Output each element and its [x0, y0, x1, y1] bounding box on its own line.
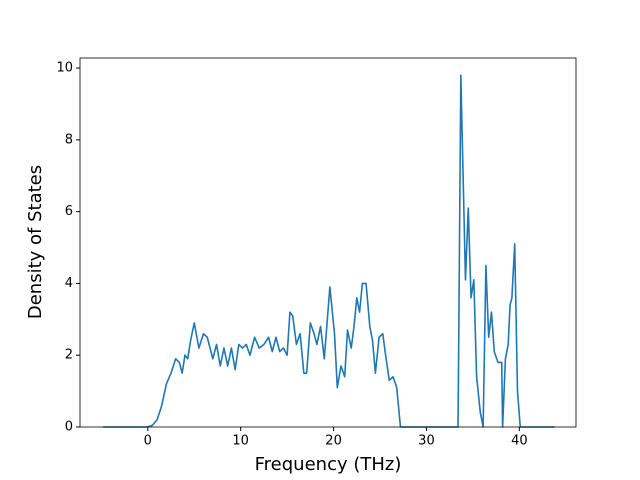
- x-axis-label: Frequency (THz): [255, 454, 402, 475]
- y-tick-label: 0: [65, 420, 73, 435]
- x-tick-label: 30: [418, 434, 435, 449]
- plot-frame: [79, 57, 577, 428]
- y-tick-label: 10: [56, 61, 73, 76]
- x-tick-label: 0: [144, 434, 152, 449]
- y-tick-label: 8: [65, 132, 73, 147]
- line-series: [103, 74, 555, 428]
- x-tick-label: 40: [511, 434, 528, 449]
- y-tick-label: 4: [65, 276, 73, 291]
- x-tick-label: 20: [325, 434, 342, 449]
- y-tick-label: 6: [65, 204, 73, 219]
- x-tick-label: 10: [232, 434, 249, 449]
- y-tick-label: 2: [65, 348, 73, 363]
- y-axis-label: Density of States: [25, 165, 46, 319]
